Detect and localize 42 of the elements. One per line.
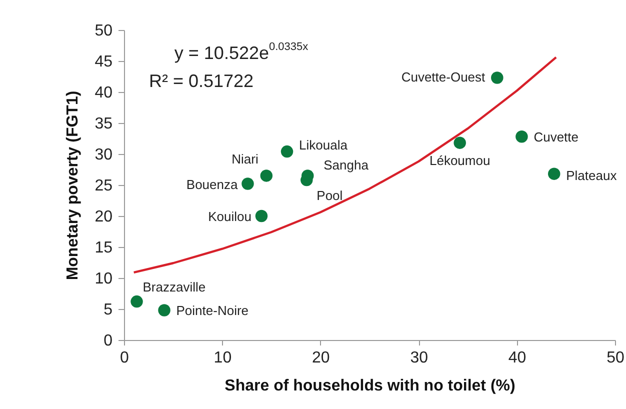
y-tick-label: 45 [94, 54, 113, 70]
data-label: Lékoumou [429, 152, 490, 168]
point [280, 145, 294, 158]
x-tick-label: 20 [312, 350, 330, 366]
y-tick-label: 25 [94, 178, 113, 194]
y-tick-label: 40 [94, 84, 113, 102]
x-tick-label: 50 [606, 350, 624, 366]
data-label: Kouilou [208, 209, 252, 224]
x-tick-label: 10 [214, 350, 232, 366]
x-axis-title: Share of households with no toilet (%) [224, 378, 516, 394]
data-label: Brazzaville [142, 280, 206, 295]
data-label: Pointe-Noire [176, 303, 249, 318]
point [255, 210, 268, 222]
y-tick-label: 50 [94, 22, 113, 40]
y-tick-label: 20 [94, 208, 113, 226]
x-tick-label: 30 [410, 350, 428, 366]
data-label: Likouala [299, 138, 348, 153]
data-label: Plateaux [566, 168, 618, 183]
data-label: Niari [232, 152, 258, 167]
point [130, 295, 143, 308]
point [260, 170, 273, 182]
annotation: R² = 0.51722 [149, 71, 254, 91]
y-tick-label: 30 [94, 146, 113, 164]
point [242, 178, 254, 190]
y-tick-label: 15 [94, 240, 113, 256]
point [491, 72, 504, 84]
x-tick-label: 40 [508, 350, 526, 366]
data-label: Cuvette [534, 130, 579, 145]
y-tick-label: 0 [104, 332, 113, 350]
y-tick-label: 35 [94, 116, 113, 132]
x-tick-label: 0 [120, 350, 130, 366]
y-tick-label: 5 [104, 302, 113, 318]
y-tick-label: 10 [94, 270, 113, 288]
y-axis-title: Monetary poverty (FGT1) [64, 90, 82, 280]
data-label: Cuvette-Ouest [401, 70, 486, 85]
point [454, 136, 466, 149]
data-label: Bouenza [186, 176, 238, 192]
data-label: Pool [316, 188, 343, 204]
point [548, 168, 560, 180]
point [516, 130, 528, 143]
point [158, 304, 170, 316]
data-label: Sangha [324, 158, 370, 173]
